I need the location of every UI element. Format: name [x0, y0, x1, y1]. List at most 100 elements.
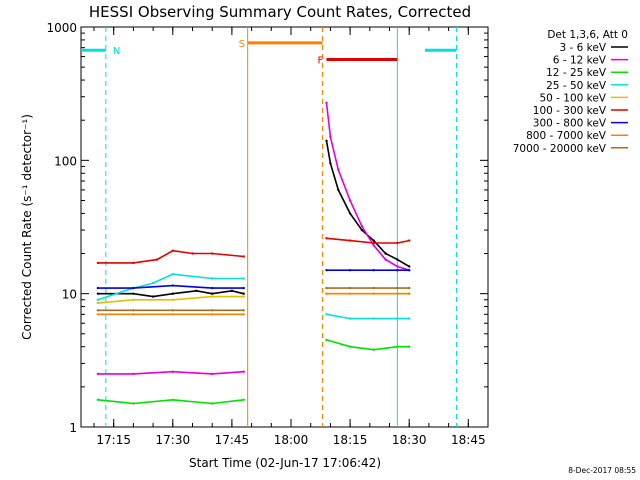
data-point — [211, 402, 214, 405]
data-point — [325, 286, 328, 290]
data-point — [171, 284, 174, 287]
data-point — [171, 370, 174, 373]
series-line-2 — [97, 370, 244, 375]
data-point — [329, 135, 332, 139]
data-point — [132, 286, 135, 290]
data-point — [348, 199, 352, 202]
event-flags: N S F — [81, 39, 457, 67]
data-point — [372, 292, 375, 295]
plot-area — [80, 26, 489, 428]
data-point — [408, 345, 411, 348]
data-point — [132, 261, 135, 265]
data-point — [211, 372, 214, 376]
y-axis-label: Corrected Count Rate (s⁻¹ detector⁻¹) — [20, 114, 34, 340]
data-point — [396, 345, 399, 348]
legend-entry-label: 3 - 6 keV — [559, 42, 606, 54]
data-point — [372, 286, 375, 290]
data-point — [396, 292, 399, 295]
data-point — [408, 269, 411, 272]
y-tick-label: 10 — [62, 288, 77, 302]
data-point — [396, 258, 399, 261]
data-point — [171, 273, 174, 276]
data-point — [96, 286, 100, 290]
data-point — [325, 313, 328, 316]
legend-entry-label: 7000 - 20000 keV — [513, 143, 607, 155]
data-point — [408, 292, 411, 295]
data-point — [132, 313, 135, 316]
data-point — [384, 258, 387, 261]
y-tick-label: 1000 — [46, 21, 77, 35]
x-tick-label: 17:15 — [96, 433, 131, 447]
data-point — [242, 313, 245, 316]
y-tick-label: 1 — [69, 421, 77, 435]
x-axis-label: Start Time (02-Jun-17 17:06:42) — [189, 456, 381, 470]
data-point — [96, 261, 100, 265]
chart-title: HESSI Observing Summary Count Rates, Cor… — [89, 3, 471, 21]
data-point — [242, 292, 245, 295]
data-point — [242, 398, 245, 401]
data-point — [372, 244, 375, 247]
data-point — [96, 309, 100, 312]
data-point — [384, 252, 387, 255]
data-point — [396, 241, 399, 245]
data-point — [325, 338, 328, 342]
y-axis-ticks: 1 10 100 1000 — [46, 21, 488, 435]
data-point — [211, 252, 214, 255]
legend-header: Det 1,3,6, Att 0 — [547, 29, 628, 41]
data-point — [408, 317, 411, 320]
data-point — [171, 298, 174, 301]
data-point — [211, 309, 214, 312]
data-point — [132, 292, 135, 295]
data-point — [372, 241, 375, 245]
series-line-3 — [326, 339, 410, 351]
data-point — [211, 286, 214, 290]
data-point — [132, 402, 135, 405]
data-point — [96, 372, 100, 376]
data-point — [360, 225, 364, 228]
plot-frame — [80, 26, 489, 428]
legend-entry-label: 6 - 12 keV — [553, 55, 607, 67]
night-flag-label: N — [113, 46, 120, 57]
x-tick-label: 18:00 — [274, 433, 309, 447]
legend-entry-label: 300 - 800 keV — [533, 118, 607, 130]
data-point — [211, 277, 214, 280]
data-point — [325, 269, 328, 272]
series-line-2 — [325, 102, 410, 271]
legend-entry-label: 50 - 100 keV — [539, 92, 606, 104]
data-point — [132, 372, 135, 376]
x-tick-label: 17:45 — [215, 433, 250, 447]
data-point — [372, 348, 375, 351]
data-point — [211, 295, 214, 298]
x-tick-label: 18:15 — [333, 433, 368, 447]
legend-entry-label: 100 - 300 keV — [533, 105, 607, 117]
data-point — [171, 313, 174, 316]
legend-entry-label: 12 - 25 keV — [546, 67, 607, 79]
series-line-3 — [97, 398, 244, 405]
data-point — [372, 269, 375, 272]
data-point — [151, 281, 155, 285]
series-line-6 — [97, 249, 244, 264]
legend-entry-label: 800 - 7000 keV — [526, 130, 607, 142]
timestamp-label: 8-Dec-2017 08:55 — [568, 466, 636, 475]
data-point — [329, 162, 332, 165]
saa-flag-label: S — [239, 39, 245, 50]
data-point — [96, 313, 100, 316]
data-series — [96, 101, 411, 405]
x-axis-ticks: 17:15 17:30 17:45 18:00 18:15 18:30 18:45 — [93, 27, 489, 447]
data-point — [191, 252, 194, 255]
series-line-4 — [97, 273, 244, 301]
data-point — [337, 188, 340, 192]
x-tick-label: 18:30 — [392, 433, 427, 447]
data-point — [348, 292, 352, 295]
data-point — [325, 139, 328, 142]
data-point — [242, 370, 245, 373]
x-tick-label: 17:30 — [156, 433, 191, 447]
data-point — [396, 269, 399, 272]
data-point — [96, 301, 100, 305]
data-point — [325, 292, 328, 295]
data-point — [171, 309, 174, 312]
data-point — [151, 295, 155, 298]
data-point — [348, 212, 352, 215]
